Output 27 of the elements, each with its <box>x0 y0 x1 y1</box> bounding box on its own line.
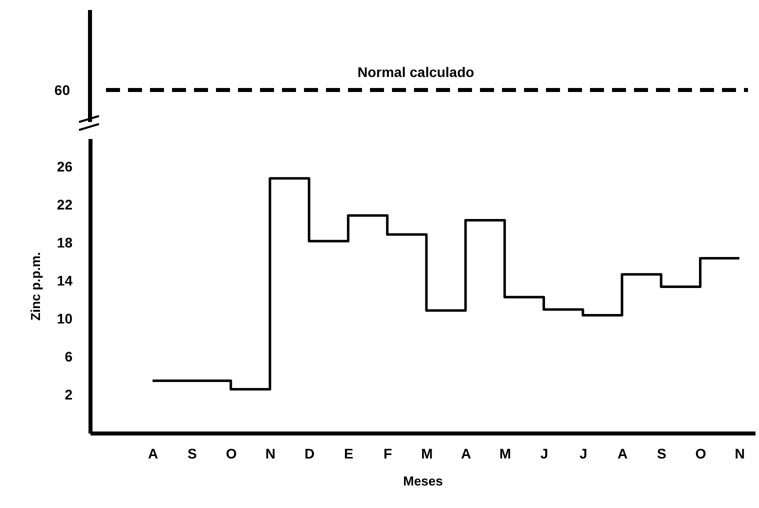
x-tick-label: S <box>188 446 197 462</box>
y-tick-label: 6 <box>64 348 73 364</box>
x-tick-label: S <box>656 446 666 462</box>
text: Normal calculado <box>357 64 474 80</box>
x-tick-label: N <box>265 446 276 462</box>
x-tick-label: A <box>617 446 628 462</box>
y-tick-label: 18 <box>56 234 73 250</box>
x-tick-label: E <box>344 446 354 462</box>
x-tick-label: D <box>304 446 315 462</box>
text: 60 <box>54 82 70 98</box>
x-tick-label: O <box>695 446 706 462</box>
x-tick-label: A <box>148 446 158 462</box>
y-axis-title: Zinc p.p.m. <box>28 252 43 321</box>
x-tick-label: M <box>499 446 511 462</box>
x-tick-label: F <box>384 446 393 462</box>
x-axis-title: Meses <box>403 474 443 488</box>
x-tick-label: M <box>421 446 433 462</box>
y-tick-label: 22 <box>56 196 73 212</box>
y-tick-label: 2 <box>64 386 73 402</box>
x-tick-label: O <box>226 446 237 462</box>
x-tick-label: A <box>460 446 472 462</box>
x-tick-label: J <box>540 446 548 462</box>
y-tick-label: 26 <box>56 158 73 174</box>
x-tick-label: J <box>579 446 588 462</box>
y-tick-label: 10 <box>56 310 73 326</box>
y-tick-label: 14 <box>56 272 73 288</box>
x-tick-label: N <box>734 446 745 462</box>
